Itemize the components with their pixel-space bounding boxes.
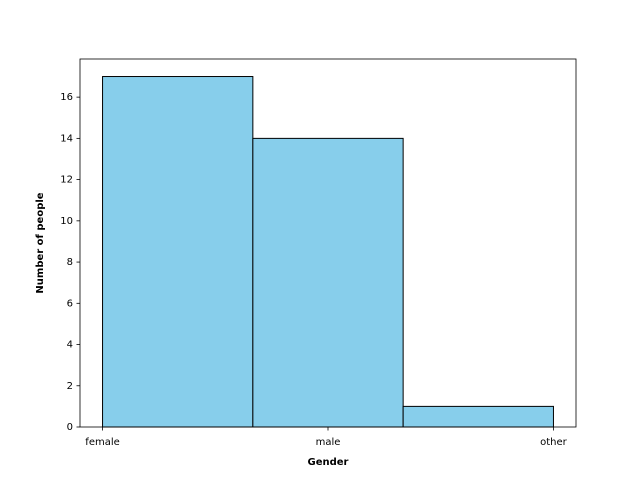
- y-tick-label: 16: [60, 92, 73, 103]
- y-tick-label: 6: [67, 298, 73, 309]
- bar: [252, 137, 404, 428]
- y-tick-label: 8: [67, 257, 73, 268]
- x-tick-label: male: [316, 437, 341, 448]
- y-tick-label: 12: [60, 175, 73, 186]
- x-tick-label: female: [85, 437, 119, 448]
- y-tick-label: 0: [67, 422, 73, 433]
- x-tick-label: other: [540, 437, 568, 448]
- bar: [102, 76, 254, 428]
- y-tick-label: 10: [60, 216, 73, 227]
- y-tick-label: 14: [60, 133, 73, 144]
- plot-frame: [79, 58, 577, 428]
- y-axis-title: Number of people: [35, 192, 46, 293]
- x-axis-title: Gender: [308, 457, 349, 468]
- y-tick-label: 4: [67, 340, 73, 351]
- y-tick-label: 2: [67, 381, 73, 392]
- bar: [402, 405, 554, 428]
